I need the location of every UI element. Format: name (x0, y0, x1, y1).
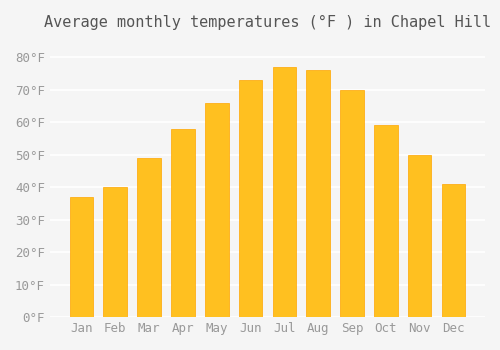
Bar (442, 184, 465, 317)
Bar (408, 155, 432, 317)
Bar (374, 125, 398, 317)
Bar (138, 158, 161, 317)
Bar (171, 129, 194, 317)
Title: Average monthly temperatures (°F ) in Chapel Hill: Average monthly temperatures (°F ) in Ch… (44, 15, 491, 30)
Bar (340, 90, 364, 317)
Bar (205, 103, 229, 317)
Bar (238, 80, 262, 317)
Bar (272, 67, 296, 317)
Bar (70, 197, 94, 317)
Bar (306, 70, 330, 317)
Bar (104, 187, 127, 317)
